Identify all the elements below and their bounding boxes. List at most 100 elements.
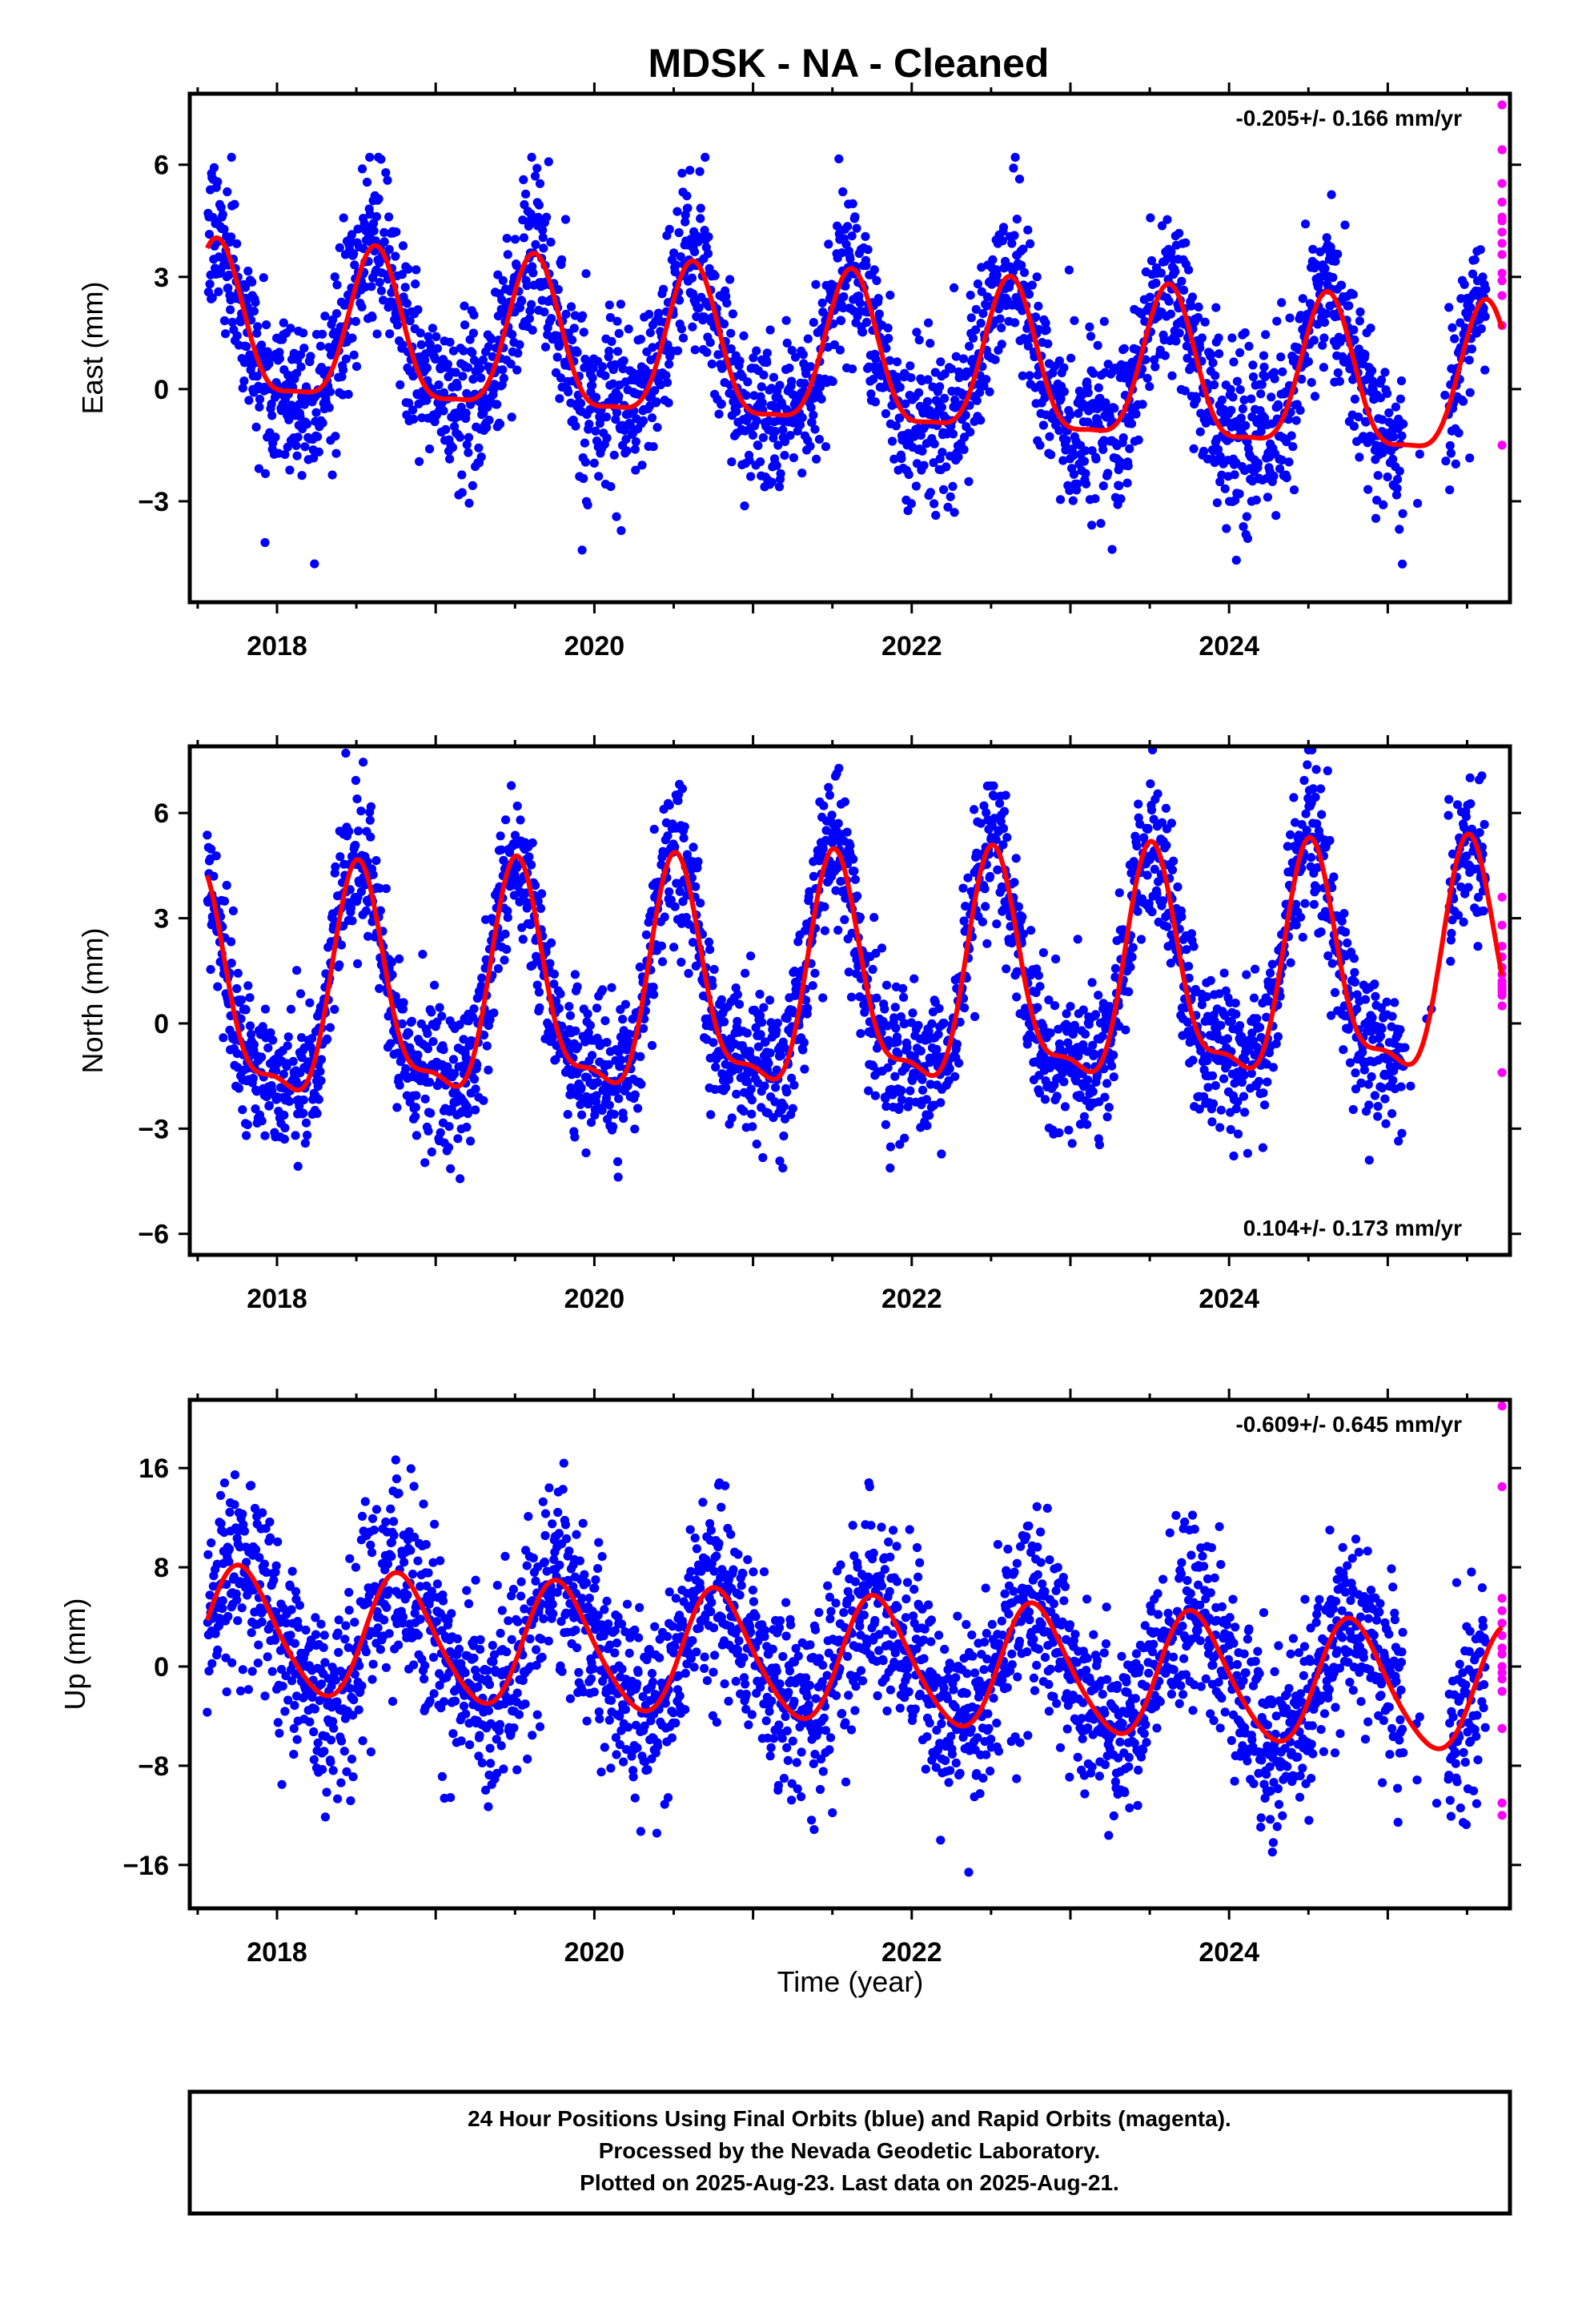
north-data-point [391,991,400,1001]
east-data-point [341,354,351,364]
east-data-point [493,270,503,279]
east-data-point [869,375,878,384]
east-data-point [412,265,421,275]
north-data-point [336,940,347,950]
north-data-point [719,1017,729,1027]
east-data-point [262,320,271,330]
east-data-point [805,441,815,451]
east-data-point [625,420,635,430]
east-data-point [1388,454,1398,464]
north-data-point [1064,1125,1074,1135]
east-data-point [1270,374,1279,384]
east-data-point [678,333,689,343]
north-data-point [1066,1002,1075,1011]
east-data-point [1310,392,1320,401]
north-data-point [799,1038,809,1047]
east-data-point [561,309,571,319]
north-data-point [905,1086,915,1096]
east-data-point [457,488,467,497]
east-data-point [542,212,552,222]
east-data-point [881,408,890,419]
north-data-point [471,1084,480,1094]
north-data-point [428,1037,438,1047]
east-data-point [611,415,620,424]
east-data-point [940,369,950,379]
east-data-point [544,157,553,167]
east-data-point [1379,500,1388,510]
north-data-point [292,966,302,975]
east-data-point [937,402,946,412]
north-data-point [347,916,357,926]
east-data-point [752,416,761,426]
x-tick-label: 2018 [247,631,307,661]
east-data-point [895,383,905,392]
east-data-point [614,328,624,338]
east-data-point [940,393,950,403]
east-data-point [687,273,697,283]
north-data-point [248,1073,258,1084]
north-data-point [435,1003,444,1012]
east-data-point [810,424,820,434]
east-data-point [975,388,985,397]
east-data-point [1007,239,1017,248]
east-data-point [1282,473,1291,483]
east-data-point [1079,456,1089,466]
east-data-point [757,398,767,408]
north-data-point [444,1143,454,1152]
east-data-point [252,328,262,338]
north-data-point [238,1105,247,1115]
north-data-point [842,827,852,837]
north-data-point [363,931,373,941]
north-data-point [284,1096,294,1106]
north-data-point [583,1009,592,1019]
east-data-point [1331,256,1340,266]
east-data-point [740,501,749,511]
east-data-point [439,406,448,416]
east-data-point [914,388,924,397]
north-data-point [747,1096,757,1105]
east-data-point [812,454,821,464]
east-data-point [1078,399,1088,408]
east-data-point [906,499,916,509]
north-data-point [1219,1074,1229,1084]
north-data-point [1121,1025,1130,1035]
north-data-point [346,903,355,913]
north-data-point [1073,935,1082,944]
east-data-point [1215,477,1225,487]
north-data-point [1079,1112,1089,1121]
east-data-point [701,152,710,162]
east-data-point [408,372,418,381]
east-data-point [331,309,342,319]
east-data-point [578,311,588,320]
north-data-point [789,1080,799,1090]
north-data-point [1184,962,1194,971]
north-data-point [427,1007,436,1017]
north-data-point [788,1104,797,1113]
north-data-point [898,983,908,993]
east-data-point [1086,332,1096,341]
east-data-point [464,448,473,457]
north-data-point [778,1163,788,1173]
east-data-point [219,224,229,234]
north-data-point [316,1055,327,1064]
east-data-point [1156,268,1166,278]
north-data-point [247,1030,256,1039]
north-data-point [545,959,555,968]
east-data-point [926,488,935,497]
east-data-point [1259,351,1269,360]
east-data-point [681,217,690,227]
north-data-point [1126,963,1135,972]
east-data-point [821,442,831,452]
north-data-point [477,973,487,983]
east-data-point [1349,325,1359,335]
north-data-point [609,1109,619,1120]
east-data-point [732,407,741,416]
east-data-point [267,411,277,420]
north-data-point [1219,968,1229,978]
north-data-point [734,999,745,1009]
east-data-point [901,399,910,408]
north-data-point [1080,1029,1090,1039]
east-data-point [811,279,821,289]
east-data-point [839,292,849,302]
north-data-point [1002,964,1011,974]
